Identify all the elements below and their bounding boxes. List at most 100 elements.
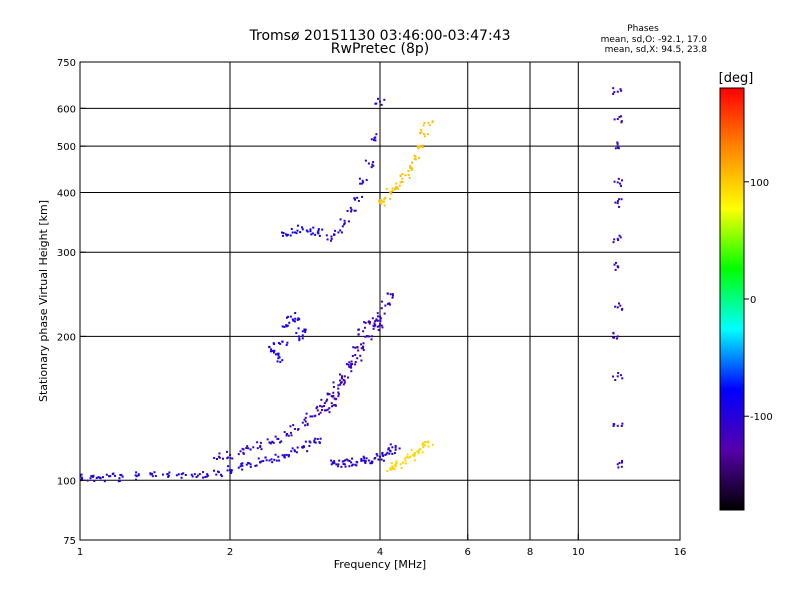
data-point xyxy=(418,448,421,451)
data-point xyxy=(372,327,375,330)
data-point xyxy=(326,398,329,401)
data-point xyxy=(360,343,363,346)
data-point xyxy=(410,169,413,172)
data-point xyxy=(615,337,618,340)
data-point xyxy=(283,456,286,459)
data-point xyxy=(423,122,426,125)
data-point xyxy=(314,414,317,417)
data-point xyxy=(304,420,307,423)
data-point xyxy=(382,200,385,203)
data-point xyxy=(391,293,394,296)
data-point xyxy=(404,459,407,462)
data-point xyxy=(154,475,157,478)
x-axis-label: Frequency [MHz] xyxy=(334,558,426,571)
data-point xyxy=(175,474,178,477)
data-point xyxy=(388,197,391,200)
data-point xyxy=(613,263,616,266)
data-point xyxy=(370,335,373,338)
data-point xyxy=(294,317,297,320)
data-point xyxy=(80,476,83,479)
data-point xyxy=(385,453,388,456)
data-point xyxy=(375,319,378,322)
data-point xyxy=(355,464,358,467)
data-point xyxy=(345,458,348,461)
data-point xyxy=(296,229,299,232)
data-point xyxy=(414,158,417,161)
data-point xyxy=(273,349,276,352)
data-point xyxy=(417,452,420,455)
data-point xyxy=(319,404,322,407)
data-point xyxy=(229,469,231,472)
y-tick-label: 500 xyxy=(57,142,76,153)
data-point xyxy=(383,204,386,207)
data-point xyxy=(389,443,392,446)
data-point xyxy=(325,400,328,403)
data-point xyxy=(619,184,622,187)
data-point xyxy=(612,332,615,335)
data-point xyxy=(177,473,180,476)
data-point xyxy=(90,475,93,478)
data-point xyxy=(348,365,351,368)
y-axis-ticks: 75 100 200 300 400 500 600 750 xyxy=(57,58,86,547)
data-point xyxy=(617,239,620,242)
data-point xyxy=(404,462,407,465)
data-point xyxy=(237,466,240,469)
data-point xyxy=(359,182,362,185)
data-point xyxy=(613,118,616,121)
data-point xyxy=(420,131,423,134)
data-point xyxy=(271,349,274,352)
data-point xyxy=(616,463,619,466)
data-point xyxy=(339,218,342,221)
data-point xyxy=(348,465,351,468)
data-point xyxy=(619,374,622,377)
data-point xyxy=(274,453,277,456)
data-point xyxy=(326,238,329,241)
data-point xyxy=(301,334,304,337)
data-point xyxy=(259,446,262,449)
y-tick-label: 750 xyxy=(57,58,76,69)
data-point xyxy=(264,456,267,459)
data-point xyxy=(391,446,394,449)
data-point xyxy=(399,463,402,466)
data-point xyxy=(281,454,284,457)
data-point xyxy=(365,457,368,460)
data-point xyxy=(389,191,392,194)
data-point xyxy=(340,465,343,468)
colorbar-gradient xyxy=(720,88,744,510)
data-point xyxy=(345,363,348,366)
data-point xyxy=(394,187,397,190)
data-point xyxy=(404,457,407,460)
data-point xyxy=(618,182,621,185)
data-point xyxy=(314,441,317,444)
data-point xyxy=(391,296,394,299)
data-point xyxy=(616,145,619,148)
data-point xyxy=(359,354,362,357)
data-point xyxy=(362,455,365,458)
data-point xyxy=(614,147,617,150)
x-tick-label: 1 xyxy=(77,547,83,558)
data-point xyxy=(284,233,287,236)
data-point xyxy=(333,233,336,236)
data-point xyxy=(419,145,422,148)
data-point xyxy=(277,354,280,357)
data-point xyxy=(370,138,373,141)
data-point xyxy=(414,155,417,158)
data-point xyxy=(241,462,244,465)
data-point xyxy=(326,408,329,411)
data-point xyxy=(291,447,294,450)
data-point xyxy=(332,391,335,394)
chart-title: Tromsø 20151130 03:46:00-03:47:43 xyxy=(249,28,511,44)
data-point xyxy=(421,146,424,149)
y-axis-label: Stationary phase Virtual Height [km] xyxy=(37,200,50,402)
data-point xyxy=(616,200,619,203)
data-point xyxy=(362,345,365,348)
data-point xyxy=(372,324,375,327)
data-point xyxy=(137,474,140,477)
data-point xyxy=(379,100,381,103)
data-point xyxy=(617,266,620,269)
data-point xyxy=(612,87,615,90)
data-point xyxy=(371,460,374,463)
data-point xyxy=(346,209,349,212)
data-point xyxy=(383,98,386,101)
